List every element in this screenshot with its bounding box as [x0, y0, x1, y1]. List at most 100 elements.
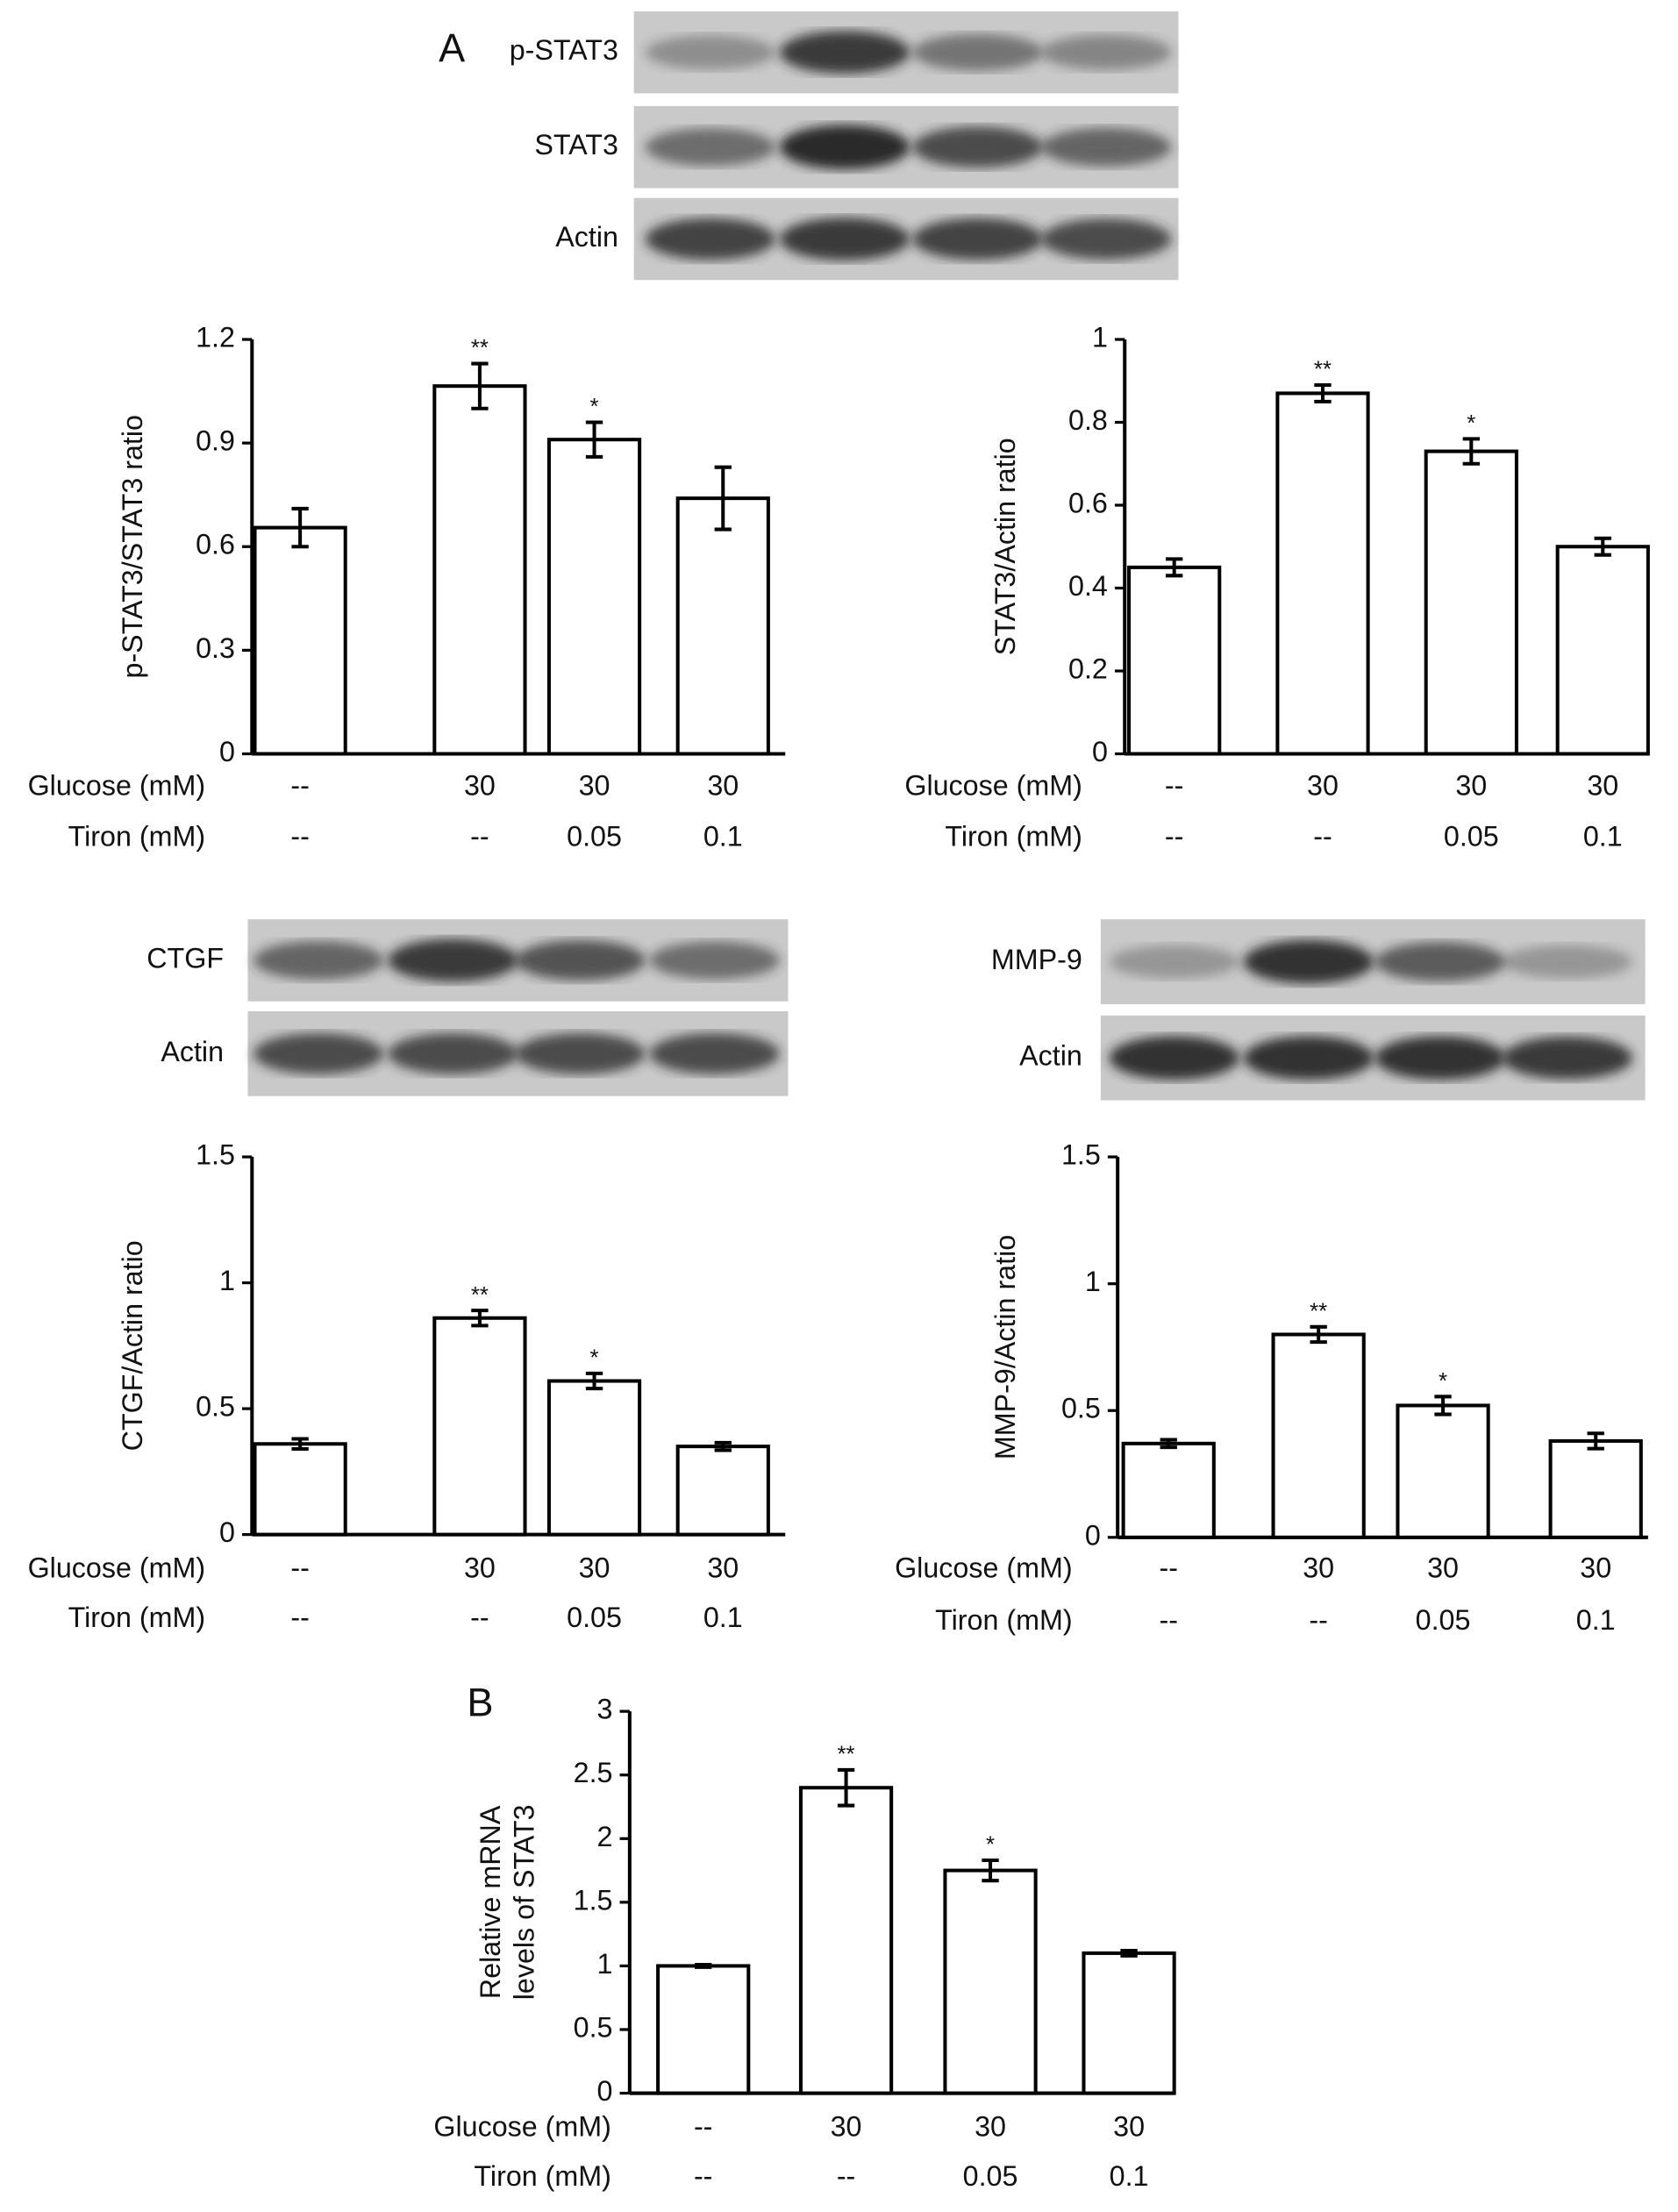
condition-label: 30	[707, 770, 739, 802]
y-axis-label: STAT3/Actin ratio	[989, 438, 1021, 655]
bar	[675, 1445, 770, 1537]
condition-label: 0.1	[1576, 1604, 1616, 1636]
condition-label: --	[1165, 770, 1183, 802]
blot-band	[253, 1032, 384, 1074]
blot-band	[1243, 939, 1375, 984]
condition-label: --	[290, 1602, 309, 1633]
y-tick-label: 1	[219, 1265, 235, 1296]
blot-band	[645, 35, 775, 70]
y-axis-label: p-STAT3/STAT3 ratio	[117, 415, 148, 678]
condition-label: 30	[707, 1552, 739, 1583]
blot-band	[388, 1032, 518, 1074]
bar	[253, 525, 347, 756]
bar	[432, 1316, 527, 1537]
blot-band	[1041, 218, 1172, 260]
blot-label: Actin	[555, 221, 618, 253]
bar	[675, 496, 770, 756]
blot-band	[779, 31, 910, 75]
y-axis-label: CTGF/Actin ratio	[117, 1240, 148, 1451]
y-tick-label: 0.5	[1061, 1393, 1101, 1424]
y-axis-label: Relative mRNA	[475, 1805, 506, 1999]
condition-name: Tiron (mM)	[68, 1602, 205, 1633]
condition-label: --	[290, 821, 309, 853]
condition-name: Tiron (mM)	[945, 821, 1082, 853]
y-tick-label: 0.5	[196, 1391, 235, 1423]
condition-label: 0.05	[567, 1602, 622, 1633]
bar	[546, 438, 642, 756]
condition-label: 30	[1427, 1552, 1459, 1583]
bar	[1555, 545, 1650, 756]
condition-label: --	[1313, 821, 1332, 853]
blot-label: Actin	[161, 1036, 224, 1067]
significance: **	[471, 336, 489, 360]
bar	[798, 1786, 894, 2095]
condition-label: 30	[831, 2110, 862, 2142]
condition-label: 30	[1113, 2110, 1145, 2142]
blot-band	[1243, 1036, 1375, 1081]
blot-band	[1041, 127, 1172, 167]
condition-label: 0.05	[1444, 821, 1499, 853]
significance: **	[838, 1743, 855, 1767]
significance: *	[986, 1833, 995, 1858]
y-tick-label: 1	[1092, 322, 1108, 353]
significance: *	[1467, 411, 1475, 436]
y-tick-label: 0	[597, 2075, 613, 2107]
y-tick-label: 0.4	[1068, 570, 1108, 602]
blot-band	[912, 126, 1043, 168]
condition-label: --	[470, 821, 489, 853]
blot-label: CTGF	[146, 942, 224, 974]
y-tick-label: 1.5	[574, 1884, 613, 1916]
condition-label: 30	[1587, 770, 1618, 802]
blot-band	[1375, 942, 1506, 981]
condition-name: Tiron (mM)	[935, 1604, 1072, 1636]
condition-label: --	[1159, 1552, 1177, 1583]
blot-label: STAT3	[534, 129, 618, 161]
condition-label: --	[470, 1602, 489, 1633]
condition-label: 0.1	[703, 821, 743, 853]
bar	[1121, 1441, 1216, 1539]
blot-band	[779, 125, 910, 170]
significance: *	[590, 395, 599, 419]
blot-band	[779, 218, 910, 260]
blot-band	[515, 1032, 646, 1074]
condition-label: --	[290, 1552, 309, 1583]
blot-band	[912, 218, 1043, 260]
bar	[1424, 449, 1518, 756]
y-tick-label: 0	[1085, 1519, 1101, 1551]
significance: **	[1314, 358, 1332, 382]
condition-label: --	[1309, 1604, 1327, 1636]
condition-label: 30	[579, 1552, 611, 1583]
condition-label: 0.05	[567, 821, 622, 853]
condition-label: 30	[1455, 770, 1487, 802]
condition-name: Glucose (mM)	[28, 1552, 205, 1583]
bar	[1275, 391, 1370, 756]
condition-label: --	[694, 2160, 712, 2192]
y-tick-label: 0	[219, 736, 235, 767]
significance: *	[1439, 1369, 1447, 1394]
condition-label: 0.1	[703, 1602, 743, 1633]
condition-label: --	[290, 770, 309, 802]
condition-label: --	[1159, 1604, 1177, 1636]
y-tick-label: 1.2	[196, 322, 235, 353]
condition-label: 30	[1303, 1552, 1334, 1583]
blot-band	[645, 218, 775, 260]
bar	[253, 1442, 347, 1537]
bar	[432, 384, 527, 756]
blot-label: MMP-9	[991, 944, 1082, 975]
condition-label: 0.1	[1583, 821, 1623, 853]
condition-label: 0.1	[1110, 2160, 1149, 2192]
y-tick-label: 2.5	[574, 1757, 613, 1788]
condition-name: Glucose (mM)	[28, 770, 205, 802]
y-tick-label: 0.9	[196, 425, 235, 457]
y-tick-label: 0.5	[574, 2011, 613, 2043]
y-tick-label: 1.5	[196, 1139, 235, 1171]
condition-label: 30	[464, 1552, 496, 1583]
condition-name: Tiron (mM)	[474, 2160, 611, 2192]
condition-name: Glucose (mM)	[895, 1552, 1072, 1583]
y-tick-label: 1	[597, 1948, 613, 1980]
condition-label: --	[694, 2110, 712, 2142]
bar	[943, 1868, 1038, 2095]
y-tick-label: 0.8	[1068, 404, 1108, 436]
